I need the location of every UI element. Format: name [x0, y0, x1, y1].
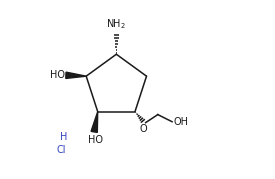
Text: HO: HO	[50, 70, 65, 80]
Text: O: O	[140, 124, 147, 134]
Text: HO: HO	[89, 135, 103, 145]
Polygon shape	[91, 112, 98, 132]
Text: Cl: Cl	[56, 145, 66, 155]
Text: OH: OH	[174, 117, 188, 127]
Text: NH$_2$: NH$_2$	[106, 17, 126, 31]
Polygon shape	[66, 72, 86, 78]
Text: H: H	[60, 132, 67, 142]
